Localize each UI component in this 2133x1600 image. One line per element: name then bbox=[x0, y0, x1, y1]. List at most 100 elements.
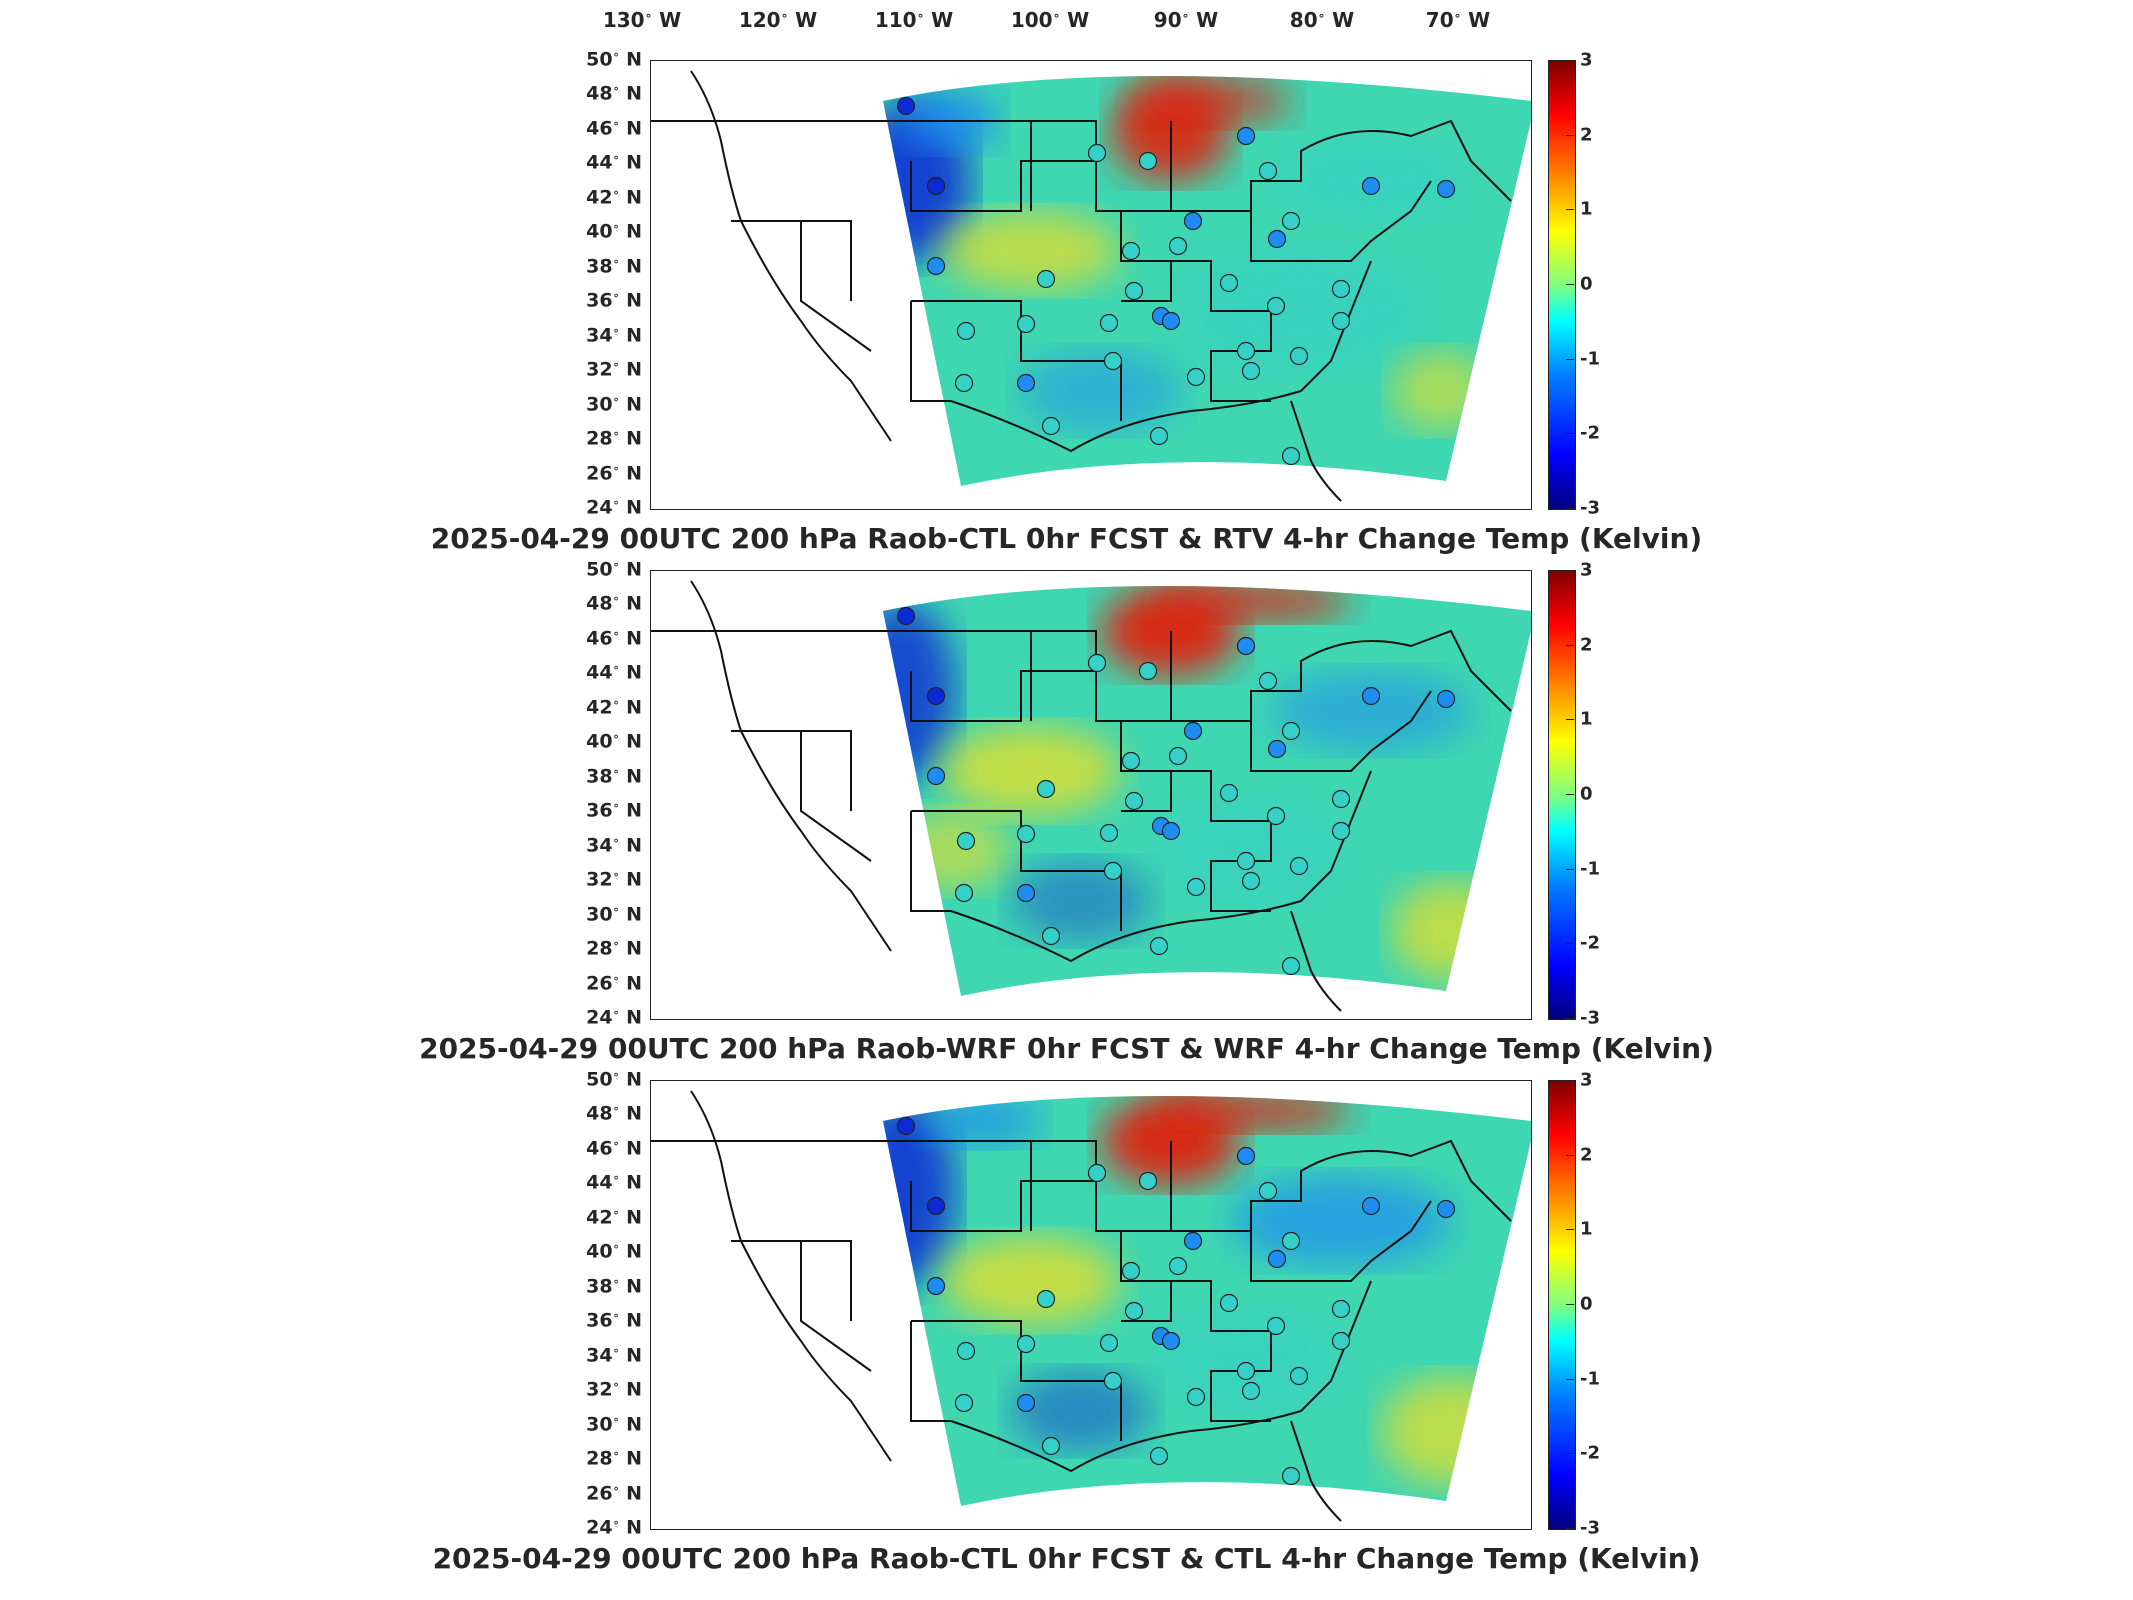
raob-station-marker[interactable] bbox=[896, 96, 916, 116]
raob-station-marker[interactable] bbox=[1361, 1196, 1381, 1216]
raob-station-marker[interactable] bbox=[1183, 1231, 1203, 1251]
raob-station-marker[interactable] bbox=[1236, 1146, 1256, 1166]
raob-station-marker[interactable] bbox=[954, 883, 974, 903]
raob-station-marker[interactable] bbox=[1258, 1181, 1278, 1201]
raob-station-marker[interactable] bbox=[1087, 653, 1107, 673]
raob-station-marker[interactable] bbox=[1281, 1466, 1301, 1486]
raob-station-marker[interactable] bbox=[1121, 241, 1141, 261]
raob-station-marker[interactable] bbox=[1168, 1256, 1188, 1276]
raob-station-marker[interactable] bbox=[1149, 936, 1169, 956]
raob-station-marker[interactable] bbox=[1016, 1393, 1036, 1413]
raob-station-marker[interactable] bbox=[1124, 791, 1144, 811]
raob-station-marker[interactable] bbox=[1138, 1171, 1158, 1191]
raob-station-marker[interactable] bbox=[1168, 746, 1188, 766]
raob-station-marker[interactable] bbox=[1161, 1331, 1181, 1351]
raob-station-marker[interactable] bbox=[1186, 367, 1206, 387]
raob-station-marker[interactable] bbox=[926, 766, 946, 786]
raob-station-marker[interactable] bbox=[1219, 783, 1239, 803]
raob-station-marker[interactable] bbox=[1281, 721, 1301, 741]
raob-station-marker[interactable] bbox=[1036, 1289, 1056, 1309]
raob-station-marker[interactable] bbox=[1087, 143, 1107, 163]
raob-station-marker[interactable] bbox=[1331, 1299, 1351, 1319]
raob-station-marker[interactable] bbox=[1124, 1301, 1144, 1321]
raob-station-marker[interactable] bbox=[1121, 751, 1141, 771]
raob-station-marker[interactable] bbox=[954, 373, 974, 393]
raob-station-marker[interactable] bbox=[1266, 1316, 1286, 1336]
raob-station-marker[interactable] bbox=[1041, 1436, 1061, 1456]
raob-station-marker[interactable] bbox=[1219, 273, 1239, 293]
raob-station-marker[interactable] bbox=[1103, 1371, 1123, 1391]
raob-station-marker[interactable] bbox=[1258, 671, 1278, 691]
raob-station-marker[interactable] bbox=[1219, 1293, 1239, 1313]
raob-station-marker[interactable] bbox=[1121, 1261, 1141, 1281]
raob-station-marker[interactable] bbox=[956, 831, 976, 851]
raob-station-marker[interactable] bbox=[1267, 229, 1287, 249]
raob-station-marker[interactable] bbox=[1138, 151, 1158, 171]
raob-station-marker[interactable] bbox=[1266, 806, 1286, 826]
raob-station-marker[interactable] bbox=[1258, 161, 1278, 181]
raob-station-marker[interactable] bbox=[1331, 821, 1351, 841]
raob-station-marker[interactable] bbox=[1236, 1361, 1256, 1381]
raob-station-marker[interactable] bbox=[1149, 426, 1169, 446]
raob-station-marker[interactable] bbox=[926, 1196, 946, 1216]
raob-station-marker[interactable] bbox=[1016, 883, 1036, 903]
raob-station-marker[interactable] bbox=[1016, 1334, 1036, 1354]
raob-station-marker[interactable] bbox=[896, 1116, 916, 1136]
raob-station-marker[interactable] bbox=[1331, 311, 1351, 331]
raob-station-marker[interactable] bbox=[1289, 346, 1309, 366]
raob-station-marker[interactable] bbox=[1361, 176, 1381, 196]
raob-station-marker[interactable] bbox=[1036, 779, 1056, 799]
raob-station-marker[interactable] bbox=[1124, 281, 1144, 301]
raob-station-marker[interactable] bbox=[1103, 861, 1123, 881]
raob-station-marker[interactable] bbox=[1016, 314, 1036, 334]
raob-station-marker[interactable] bbox=[1099, 1333, 1119, 1353]
raob-station-marker[interactable] bbox=[1436, 1199, 1456, 1219]
raob-station-marker[interactable] bbox=[1236, 636, 1256, 656]
raob-station-marker[interactable] bbox=[926, 686, 946, 706]
raob-station-marker[interactable] bbox=[1241, 871, 1261, 891]
raob-station-marker[interactable] bbox=[1236, 341, 1256, 361]
raob-station-marker[interactable] bbox=[1281, 446, 1301, 466]
raob-station-marker[interactable] bbox=[1281, 956, 1301, 976]
raob-station-marker[interactable] bbox=[1289, 1366, 1309, 1386]
raob-station-marker[interactable] bbox=[954, 1393, 974, 1413]
raob-station-marker[interactable] bbox=[1267, 1249, 1287, 1269]
raob-station-marker[interactable] bbox=[1236, 851, 1256, 871]
raob-station-marker[interactable] bbox=[1103, 351, 1123, 371]
raob-station-marker[interactable] bbox=[1266, 296, 1286, 316]
raob-station-marker[interactable] bbox=[896, 606, 916, 626]
raob-station-marker[interactable] bbox=[1361, 686, 1381, 706]
raob-station-marker[interactable] bbox=[1016, 373, 1036, 393]
raob-station-marker[interactable] bbox=[1036, 269, 1056, 289]
raob-station-marker[interactable] bbox=[1041, 926, 1061, 946]
raob-station-marker[interactable] bbox=[1138, 661, 1158, 681]
raob-station-marker[interactable] bbox=[1289, 856, 1309, 876]
raob-station-marker[interactable] bbox=[1281, 1231, 1301, 1251]
raob-station-marker[interactable] bbox=[1331, 279, 1351, 299]
raob-station-marker[interactable] bbox=[1041, 416, 1061, 436]
raob-station-marker[interactable] bbox=[1149, 1446, 1169, 1466]
raob-station-marker[interactable] bbox=[1186, 877, 1206, 897]
raob-station-marker[interactable] bbox=[1331, 1331, 1351, 1351]
raob-station-marker[interactable] bbox=[1241, 361, 1261, 381]
raob-station-marker[interactable] bbox=[1161, 311, 1181, 331]
raob-station-marker[interactable] bbox=[956, 321, 976, 341]
raob-station-marker[interactable] bbox=[1183, 211, 1203, 231]
raob-station-marker[interactable] bbox=[1186, 1387, 1206, 1407]
raob-station-marker[interactable] bbox=[1099, 313, 1119, 333]
raob-station-marker[interactable] bbox=[1016, 824, 1036, 844]
raob-station-marker[interactable] bbox=[1236, 126, 1256, 146]
raob-station-marker[interactable] bbox=[1087, 1163, 1107, 1183]
raob-station-marker[interactable] bbox=[1183, 721, 1203, 741]
raob-station-marker[interactable] bbox=[926, 1276, 946, 1296]
raob-station-marker[interactable] bbox=[926, 176, 946, 196]
raob-station-marker[interactable] bbox=[926, 256, 946, 276]
raob-station-marker[interactable] bbox=[1436, 179, 1456, 199]
raob-station-marker[interactable] bbox=[1436, 689, 1456, 709]
raob-station-marker[interactable] bbox=[1099, 823, 1119, 843]
raob-station-marker[interactable] bbox=[1241, 1381, 1261, 1401]
raob-station-marker[interactable] bbox=[1161, 821, 1181, 841]
raob-station-marker[interactable] bbox=[1168, 236, 1188, 256]
raob-station-marker[interactable] bbox=[1331, 789, 1351, 809]
raob-station-marker[interactable] bbox=[956, 1341, 976, 1361]
